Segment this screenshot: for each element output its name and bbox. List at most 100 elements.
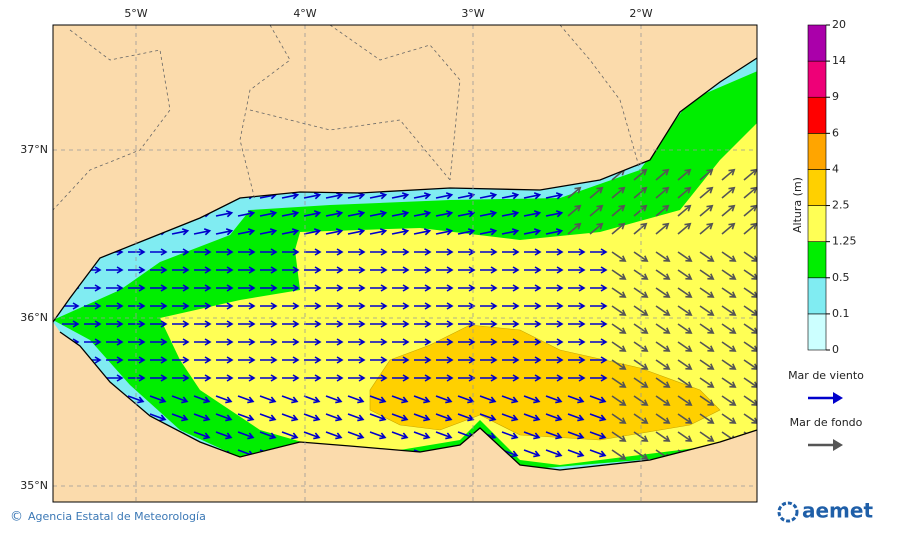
wave-arrow [589, 413, 607, 422]
wave-arrow [590, 320, 608, 328]
wave-arrow [743, 413, 757, 424]
wave-arrow [721, 251, 737, 262]
wave-arrow [655, 269, 671, 280]
wave-arrow [677, 305, 693, 316]
wave-arrow [721, 287, 737, 298]
wave-arrow [304, 356, 322, 364]
wave-arrow [259, 395, 277, 404]
wave-arrow [348, 374, 366, 382]
wave-arrow [348, 302, 366, 310]
wave-arrow [260, 338, 278, 346]
wave-arrow [699, 251, 715, 262]
wave-arrow [127, 395, 145, 404]
wave-arrow [546, 284, 564, 292]
wave-arrow [479, 210, 498, 218]
wave-arrow [589, 449, 607, 458]
wave-arrow [611, 395, 627, 406]
wave-arrow [370, 302, 388, 310]
wave-arrow [282, 374, 300, 382]
wave-arrow [568, 356, 586, 364]
wave-arrow [524, 302, 542, 310]
wave-arrow [304, 320, 322, 328]
wave-arrow [238, 374, 256, 382]
wave-arrow [370, 284, 388, 292]
wave-arrow [568, 284, 586, 292]
wave-arrow [655, 341, 671, 352]
wave-arrow [633, 204, 648, 217]
wave-arrow [326, 374, 344, 382]
wave-arrow [743, 359, 757, 370]
wave-arrow [347, 413, 365, 422]
wave-arrow [392, 302, 410, 310]
wave-arrow [172, 266, 190, 274]
wave-arrow [546, 356, 564, 364]
wave-arrow [194, 338, 212, 346]
wave-arrow [523, 431, 541, 440]
wave-arrow [238, 338, 256, 346]
colorbar-segment [807, 241, 827, 279]
wave-arrow [391, 395, 409, 404]
wave-arrow [194, 356, 212, 364]
wave-arrow [677, 341, 693, 352]
wave-arrow [633, 395, 649, 406]
wave-arrow [677, 168, 692, 181]
wave-arrow [743, 305, 757, 316]
wave-arrow [480, 374, 498, 382]
wave-arrow [699, 287, 715, 298]
wave-arrow [677, 287, 693, 298]
wave-arrow [436, 356, 454, 364]
wave-arrow [172, 248, 190, 256]
wave-arrow [238, 302, 256, 310]
wave-arrow [281, 413, 299, 422]
wave-arrow [414, 284, 432, 292]
wave-arrow [194, 284, 212, 292]
wave-arrow [568, 302, 586, 310]
latitude-labels: 37°N 36°N 35°N [20, 143, 48, 492]
wave-arrow [677, 269, 693, 280]
wave-arrow [655, 377, 671, 388]
wave-arrow [369, 413, 387, 422]
wave-arrow [435, 192, 454, 200]
wave-arrow [611, 305, 627, 316]
wave-arrow [743, 287, 757, 298]
wave-arrow [282, 356, 300, 364]
wave-arrow [458, 284, 476, 292]
wave-arrow [216, 284, 234, 292]
wave-arrow [611, 222, 626, 235]
wave-arrow [611, 377, 627, 388]
wave-arrow [589, 431, 607, 440]
wave-arrow [721, 222, 736, 235]
wave-arrow [282, 248, 300, 256]
logo-text: aemet [802, 499, 873, 523]
wave-arrow [524, 374, 542, 382]
wave-arrow [677, 377, 693, 388]
wave-arrow [611, 186, 626, 199]
lat-label: 37°N [20, 143, 48, 156]
wave-arrow [721, 341, 737, 352]
wave-arrow [369, 228, 388, 236]
colorbar-segment [807, 24, 827, 62]
lat-label: 36°N [20, 311, 48, 324]
wave-arrow [171, 228, 190, 236]
wave-arrow [303, 210, 322, 218]
wave-arrow [106, 356, 124, 364]
colorbar: 0 0.1 0.5 1.25 2.5 4 6 9 14 20 [807, 18, 857, 356]
wave-arrow [194, 266, 212, 274]
wave-arrow [479, 228, 498, 236]
wave-arrow [370, 374, 388, 382]
wave-arrow [480, 338, 498, 346]
wave-arrow [611, 251, 627, 262]
wave-arrow [282, 320, 300, 328]
longitude-labels: 5°W 4°W 3°W 2°W [124, 7, 652, 20]
wave-arrow [633, 305, 649, 316]
wave-arrow [699, 431, 715, 442]
wave-arrow [194, 248, 212, 256]
wave-arrow [502, 302, 520, 310]
wave-arrow [743, 251, 757, 262]
wave-arrow [501, 210, 520, 218]
wave-arrow [215, 413, 233, 422]
wave-arrow [655, 395, 671, 406]
wave-arrow [523, 210, 542, 218]
wave-arrow [106, 302, 124, 310]
